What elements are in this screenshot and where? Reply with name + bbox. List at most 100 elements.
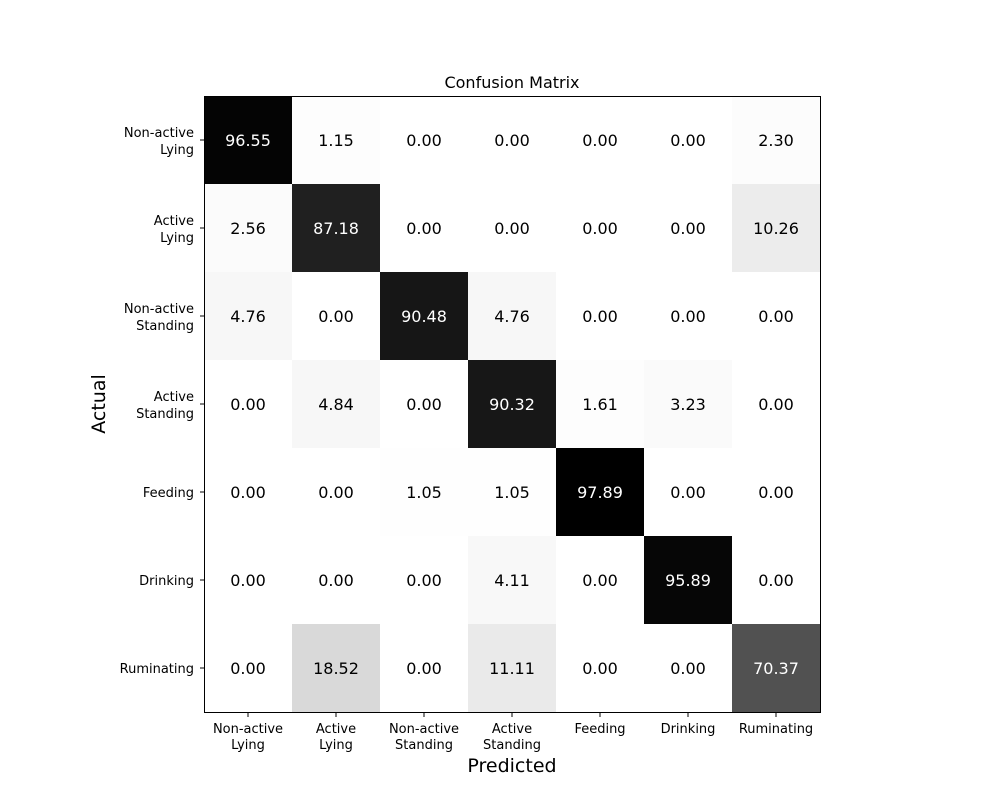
heatmap-cell [204,624,292,712]
cell-value-label: 0.00 [318,307,354,326]
y-tick-label: Active Lying [154,214,194,246]
x-tick-label: Ruminating [739,722,813,737]
y-tick-label: Active Standing [136,390,194,422]
cell-value-label: 95.89 [665,571,711,590]
heatmap-cell [292,360,380,448]
heatmap-cell [204,360,292,448]
heatmap-cell [380,448,468,536]
heatmap-cell [468,184,556,272]
heatmap-cell [380,96,468,184]
heatmap-cell [468,272,556,360]
cell-value-label: 0.00 [582,131,618,150]
cell-value-label: 0.00 [494,219,530,238]
cell-value-label: 90.48 [401,307,447,326]
cell-value-label: 0.00 [230,483,266,502]
cell-value-label: 4.76 [230,307,266,326]
cell-value-label: 10.26 [753,219,799,238]
x-axis-title: Predicted [467,755,556,777]
x-tick-label: Non-active Lying [213,722,283,753]
heatmap-cell [556,536,644,624]
heatmap-cell [292,96,380,184]
heatmap-cell [380,184,468,272]
cell-value-label: 0.00 [758,483,794,502]
y-tick-label: Ruminating [120,662,194,677]
cell-value-label: 0.00 [406,131,442,150]
cell-value-label: 4.76 [494,307,530,326]
x-tick-label: Non-active Standing [389,722,459,753]
heatmap-cell [204,536,292,624]
heatmap-cell [468,96,556,184]
chart-title: Confusion Matrix [444,73,579,92]
heatmap-cell [644,624,732,712]
cell-value-label: 0.00 [406,395,442,414]
cell-value-label: 0.00 [582,571,618,590]
heatmap-cell [468,536,556,624]
heatmap-cell [380,272,468,360]
heatmap-cell [380,624,468,712]
heatmap-cell [204,272,292,360]
cell-value-label: 1.05 [494,483,530,502]
heatmap-cell [644,184,732,272]
heatmap-cell [556,360,644,448]
cell-value-label: 0.00 [406,571,442,590]
cell-value-label: 0.00 [758,571,794,590]
y-axis-ticks: Non-active Lying Active Lying Non-active Stan… [120,126,205,677]
heatmap-cell [732,536,820,624]
cell-value-label: 0.00 [406,219,442,238]
cell-value-label: 18.52 [313,659,359,678]
cell-value-label: 0.00 [758,307,794,326]
cell-value-label: 11.11 [489,659,535,678]
heatmap-cell [732,360,820,448]
x-tick-label: Drinking [661,722,716,737]
cell-value-label: 3.23 [670,395,706,414]
heatmap-cell [292,624,380,712]
cell-value-label: 1.15 [318,131,354,150]
cell-value-label: 96.55 [225,131,271,150]
heatmap-cell [556,624,644,712]
cell-value-label: 87.18 [313,219,359,238]
heatmap-cell [732,96,820,184]
x-tick-label: Active Lying [316,722,356,753]
x-tick-label: Feeding [574,722,625,737]
cell-value-label: 4.84 [318,395,354,414]
cell-value-label: 4.11 [494,571,530,590]
cell-value-label: 0.00 [406,659,442,678]
cell-value-label: 70.37 [753,659,799,678]
heatmap-cell [732,272,820,360]
y-tick-label: Feeding [143,486,194,501]
heatmap-cell [556,448,644,536]
heatmap-cell [732,624,820,712]
heatmap-cell [204,184,292,272]
heatmap-cell [644,360,732,448]
cell-value-label: 0.00 [582,307,618,326]
heatmap-cell [292,272,380,360]
heatmap-cell [556,96,644,184]
cell-value-label: 2.56 [230,219,266,238]
heatmap-cell [644,448,732,536]
y-tick-label: Drinking [139,574,194,589]
cell-value-label: 0.00 [758,395,794,414]
cell-value-label: 0.00 [230,395,266,414]
heatmap-cell [644,96,732,184]
heatmap-cell [644,272,732,360]
heatmap-cell [732,448,820,536]
heatmap-cell [380,536,468,624]
y-tick-label: Non-active Standing [124,302,194,334]
heatmap-cell [556,184,644,272]
cell-value-label: 0.00 [670,131,706,150]
heatmap-cell [204,448,292,536]
heatmap-cell [468,624,556,712]
heatmap-cell [644,536,732,624]
cell-value-label: 0.00 [582,219,618,238]
heatmap-cell [556,272,644,360]
cell-value-label: 0.00 [230,659,266,678]
y-axis-title: Actual [88,374,110,434]
cell-value-label: 97.89 [577,483,623,502]
cell-value-label: 0.00 [670,307,706,326]
heatmap-cell-labels: 96.55 1.15 0.00 0.00 0.00 0.00 2.30 2.56 87.18 0.… [225,131,799,678]
cell-value-label: 0.00 [494,131,530,150]
heatmap-cell [468,360,556,448]
cell-value-label: 2.30 [758,131,794,150]
heatmap-cell [204,96,292,184]
